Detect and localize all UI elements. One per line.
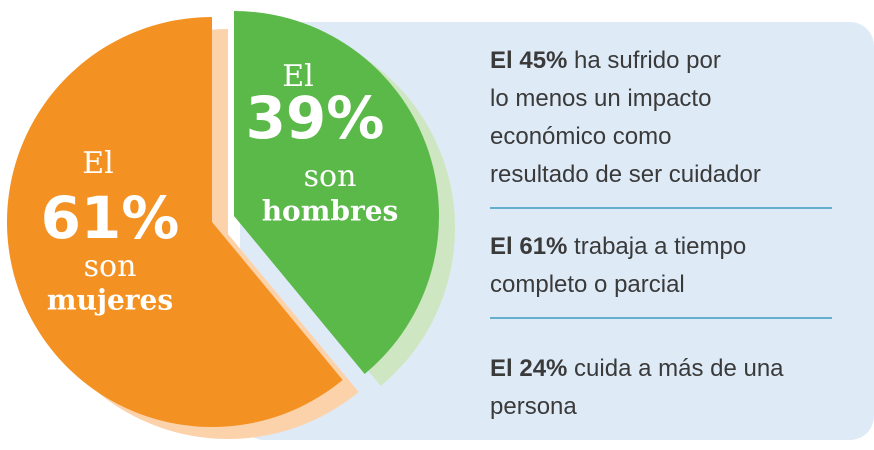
fact-text: trabaja a tiempo: [567, 233, 746, 260]
fact-text: resultado de ser cuidador: [490, 161, 761, 188]
fact-text: económico como: [490, 123, 671, 150]
fact-text: cuida a más de una: [567, 355, 784, 382]
facts: El 45% ha sufrido por lo menos un impacto…: [490, 47, 832, 420]
slice-value-label: 39%: [246, 84, 385, 152]
fact-line: persona: [490, 393, 577, 420]
slice: [234, 11, 439, 374]
fact-line: resultado de ser cuidador: [490, 161, 761, 188]
fact-line: El 61% trabaja a tiempo: [490, 233, 746, 260]
slice-prefix: El: [282, 59, 314, 94]
slice-category: hombres: [262, 195, 399, 228]
slice-connector: son: [84, 249, 137, 284]
fact-text: persona: [490, 393, 577, 420]
slice-connector: son: [304, 159, 357, 194]
fact-text: lo menos un impacto: [490, 85, 711, 112]
slice-category: mujeres: [47, 284, 173, 317]
slice-value-label: 61%: [41, 184, 180, 252]
fact-highlight: El 45%: [490, 47, 567, 74]
fact-line: El 45% ha sufrido por: [490, 47, 721, 74]
slice: [6, 17, 343, 427]
fact-highlight: El 24%: [490, 355, 567, 382]
fact-text: ha sufrido por: [567, 47, 720, 74]
fact-line: económico como: [490, 123, 671, 150]
fact-line: El 24% cuida a más de una: [490, 355, 784, 382]
fact-highlight: El 61%: [490, 233, 567, 260]
slice-prefix: El: [82, 146, 114, 181]
fact-text: completo o parcial: [490, 271, 685, 298]
fact-line: completo o parcial: [490, 271, 685, 298]
fact-line: lo menos un impacto: [490, 85, 711, 112]
pie: [6, 11, 455, 439]
